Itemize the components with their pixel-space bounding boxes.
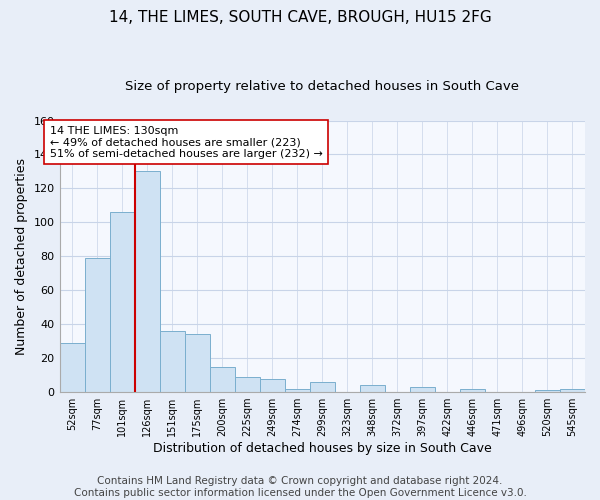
Bar [260,378,285,392]
Text: 14, THE LIMES, SOUTH CAVE, BROUGH, HU15 2FG: 14, THE LIMES, SOUTH CAVE, BROUGH, HU15 … [109,10,491,25]
X-axis label: Distribution of detached houses by size in South Cave: Distribution of detached houses by size … [153,442,491,455]
Bar [59,343,85,392]
Bar [460,388,485,392]
Bar [560,388,585,392]
Bar [85,258,110,392]
Bar [360,386,385,392]
Bar [209,366,235,392]
Bar [535,390,560,392]
Text: 14 THE LIMES: 130sqm
← 49% of detached houses are smaller (223)
51% of semi-deta: 14 THE LIMES: 130sqm ← 49% of detached h… [50,126,322,159]
Bar [285,388,310,392]
Bar [235,377,260,392]
Text: Contains HM Land Registry data © Crown copyright and database right 2024.
Contai: Contains HM Land Registry data © Crown c… [74,476,526,498]
Bar [410,387,435,392]
Y-axis label: Number of detached properties: Number of detached properties [15,158,28,355]
Bar [134,172,160,392]
Bar [310,382,335,392]
Bar [185,334,209,392]
Title: Size of property relative to detached houses in South Cave: Size of property relative to detached ho… [125,80,519,93]
Bar [110,212,134,392]
Bar [160,331,185,392]
